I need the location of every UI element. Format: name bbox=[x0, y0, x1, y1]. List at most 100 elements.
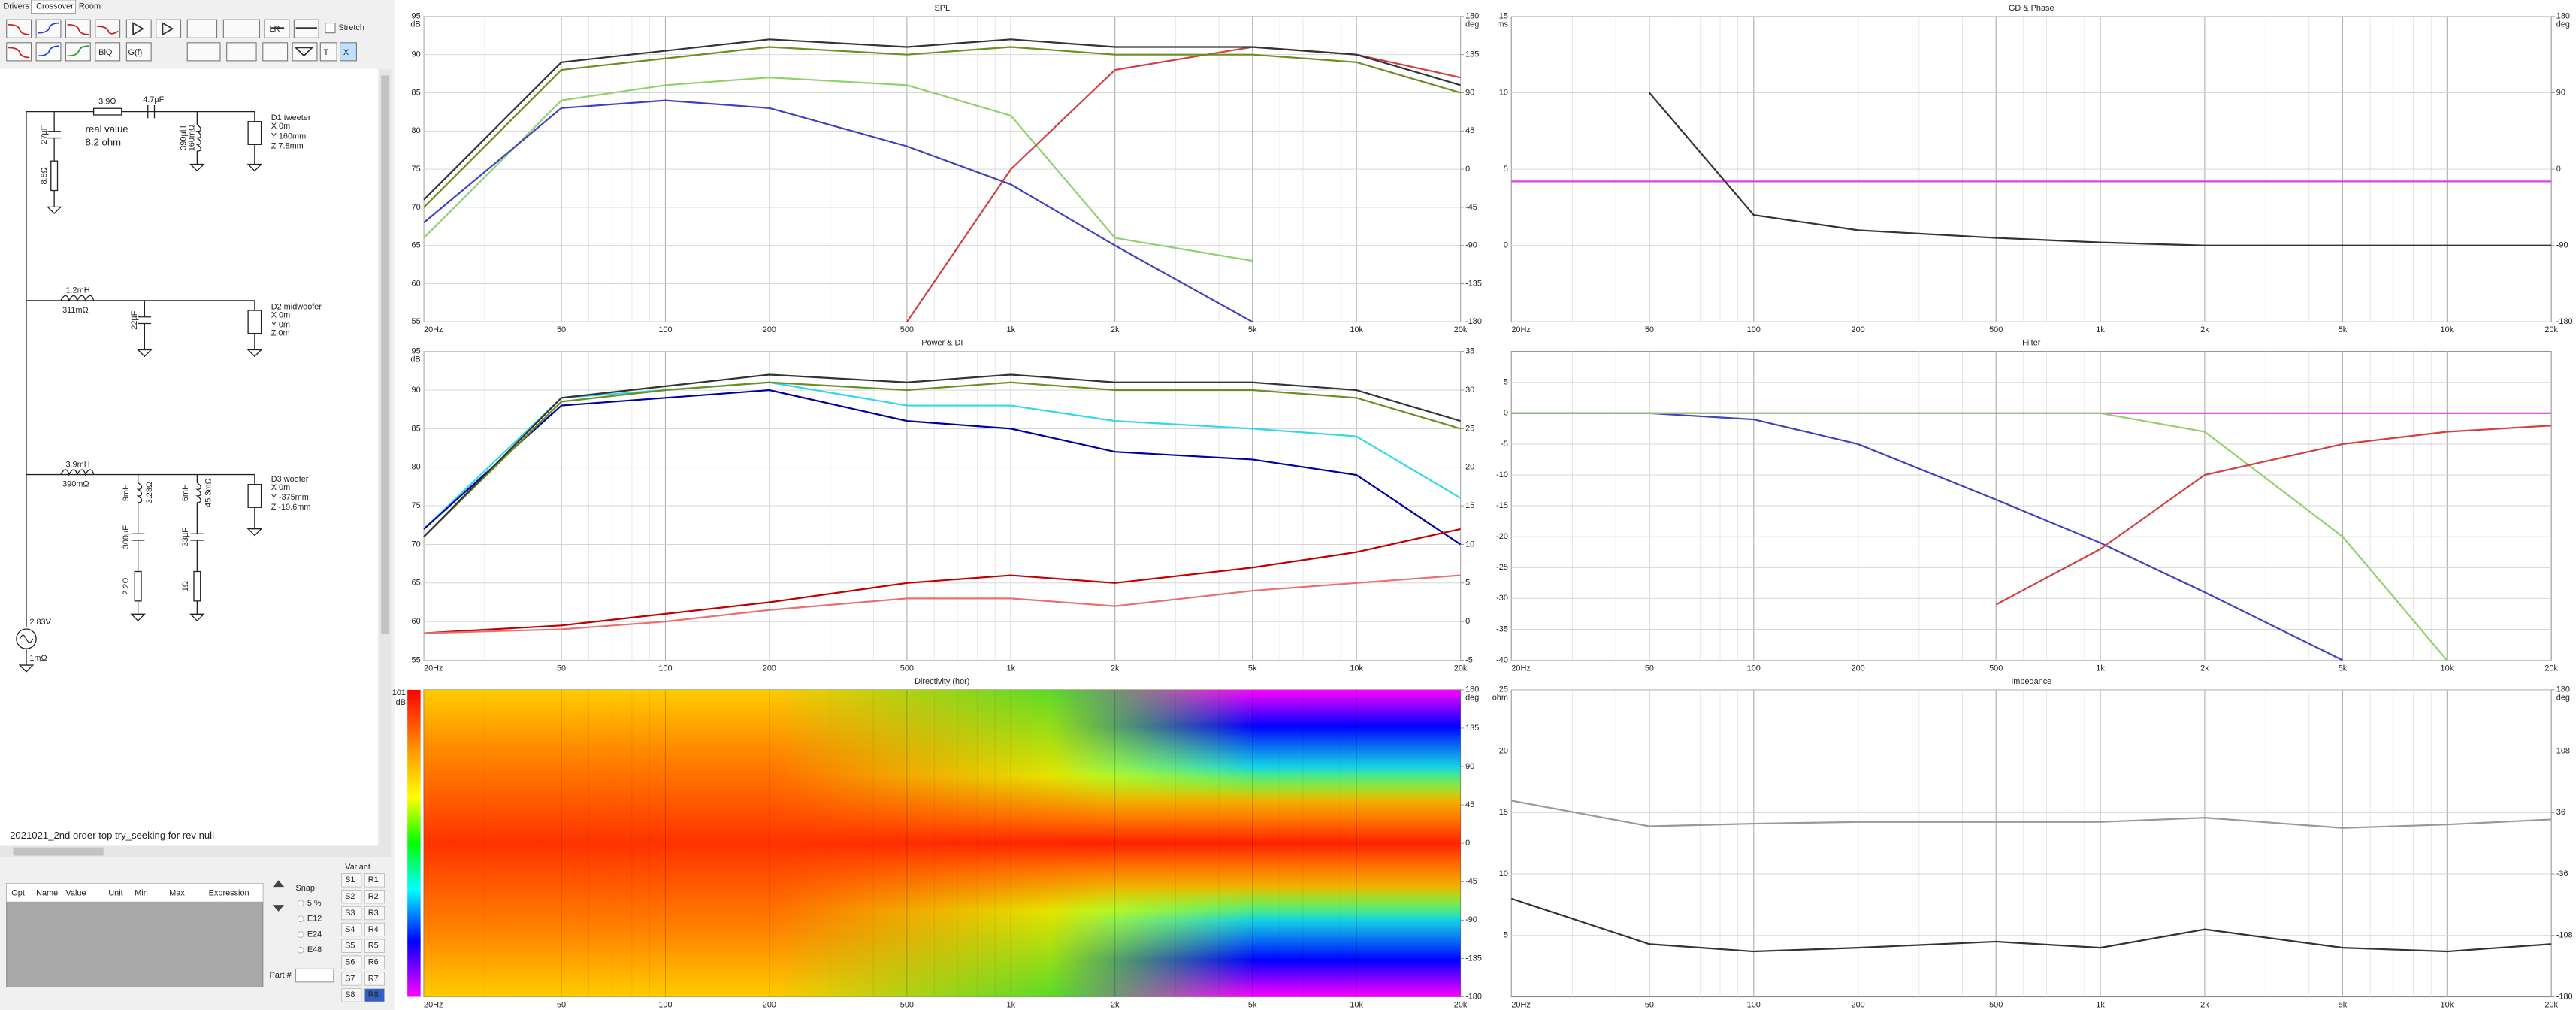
colorbar-max: 101 bbox=[392, 688, 406, 697]
x-tick-label: 20Hz bbox=[424, 664, 443, 673]
active-tab[interactable] bbox=[31, 0, 77, 14]
variant-button[interactable] bbox=[364, 972, 385, 986]
y-tick-label: 65 bbox=[412, 241, 421, 250]
variant-button[interactable] bbox=[341, 955, 362, 969]
scroll-thumb[interactable] bbox=[381, 75, 390, 634]
chart-title: GD & Phase bbox=[2009, 4, 2054, 13]
x-tick-label: 10k bbox=[1350, 325, 1363, 334]
x-tick-label: 2k bbox=[1111, 325, 1120, 334]
variant-r: R3 bbox=[368, 909, 379, 918]
toolbar-button-label: T bbox=[324, 48, 329, 57]
variant-r: R7 bbox=[368, 974, 379, 983]
y2-tick-label: 135 bbox=[1465, 50, 1479, 59]
snap-radio[interactable] bbox=[297, 946, 304, 954]
arrow-buttons[interactable] bbox=[272, 880, 285, 912]
snap-title: Snap bbox=[296, 884, 315, 893]
series-line bbox=[423, 373, 1461, 537]
x-tick-label: 500 bbox=[900, 664, 914, 673]
y-tick-label: 60 bbox=[412, 617, 421, 626]
y-tick-label: 95 bbox=[412, 347, 421, 356]
y2-tick-label: -108 bbox=[2556, 931, 2573, 940]
x-tick-label: 200 bbox=[1852, 325, 1865, 334]
y2-tick-label: -135 bbox=[1465, 279, 1482, 288]
table-header-bg bbox=[6, 883, 263, 902]
y-tick-label: 75 bbox=[412, 165, 421, 174]
schematic-label: X 0m bbox=[271, 310, 290, 319]
toolbar-icons[interactable] bbox=[6, 19, 357, 62]
x-tick-label: 100 bbox=[1747, 325, 1761, 334]
snap-option: 5 % bbox=[307, 899, 322, 908]
y2-tick-label: 0 bbox=[1465, 839, 1470, 848]
y2-unit: deg bbox=[1465, 20, 1479, 29]
snap-radio[interactable] bbox=[297, 915, 304, 923]
y-tick-label: 25 bbox=[1499, 685, 1508, 694]
h-scroll-thumb[interactable] bbox=[13, 847, 104, 856]
tab: Drivers bbox=[3, 2, 29, 11]
y2-tick-label: 108 bbox=[2556, 746, 2570, 755]
y2-tick-label: 180 bbox=[1465, 12, 1479, 21]
schematic-label: 3.9Ω bbox=[98, 97, 116, 106]
variant-button[interactable] bbox=[341, 873, 362, 888]
variant-button[interactable] bbox=[341, 890, 362, 904]
variant-button[interactable] bbox=[364, 922, 385, 937]
variant-button[interactable] bbox=[341, 906, 362, 921]
schematic-label: real value bbox=[86, 123, 128, 135]
y2-tick-label: -180 bbox=[2556, 317, 2573, 326]
y2-tick-label: -90 bbox=[1465, 915, 1477, 924]
variant-button[interactable] bbox=[364, 939, 385, 953]
schematic-label: 45.3mΩ bbox=[204, 478, 213, 507]
x-tick-label: 200 bbox=[763, 1000, 776, 1009]
y2-tick-label: -45 bbox=[1465, 877, 1477, 886]
series-line bbox=[423, 77, 1253, 262]
y2-tick-label: -90 bbox=[2556, 241, 2568, 250]
snap-radio[interactable] bbox=[297, 900, 304, 907]
series-line bbox=[423, 528, 1461, 634]
series-line bbox=[1511, 412, 2343, 661]
table-header: Min bbox=[135, 889, 148, 898]
y-tick-label: 55 bbox=[412, 655, 421, 664]
x-tick-label: 1k bbox=[1007, 1000, 1016, 1009]
colorbar-unit: dB bbox=[396, 698, 406, 707]
part-input[interactable] bbox=[295, 968, 334, 983]
variant-button[interactable] bbox=[341, 922, 362, 937]
y-tick-label: 0 bbox=[1504, 409, 1508, 418]
schematic-label: 6mH bbox=[181, 484, 190, 501]
schematic-label: Y 0m bbox=[271, 321, 290, 330]
variant-button[interactable] bbox=[341, 988, 362, 1002]
y-tick-label: 90 bbox=[412, 386, 421, 395]
x-tick-label: 200 bbox=[1852, 1000, 1865, 1009]
schematic-label: 390mΩ bbox=[62, 480, 89, 489]
schematic-label: 1mΩ bbox=[29, 654, 47, 663]
variant-r: R1 bbox=[368, 875, 379, 885]
x-tick-label: 100 bbox=[658, 1000, 672, 1009]
x-tick-label: 20k bbox=[2544, 1000, 2558, 1009]
y-tick-label: -25 bbox=[1496, 563, 1508, 572]
y-tick-label: 5 bbox=[1504, 378, 1508, 387]
variant-button[interactable] bbox=[341, 972, 362, 986]
y2-tick-label: 180 bbox=[2556, 12, 2570, 21]
x-tick-label: 200 bbox=[1852, 664, 1865, 673]
y2-tick-label: 25 bbox=[1465, 424, 1474, 433]
x-tick-label: 1k bbox=[2096, 664, 2105, 673]
variant-button[interactable] bbox=[364, 955, 385, 969]
x-tick-label: 20k bbox=[2544, 325, 2558, 334]
variant-s: S7 bbox=[345, 974, 355, 983]
y-unit: ms bbox=[1497, 20, 1508, 29]
variant-button[interactable] bbox=[341, 939, 362, 953]
y2-unit: deg bbox=[1465, 694, 1479, 703]
x-tick-label: 20Hz bbox=[1511, 325, 1530, 334]
variant-r: R6 bbox=[368, 958, 379, 967]
y-tick-label: 0 bbox=[1504, 241, 1508, 250]
variant-button[interactable] bbox=[364, 988, 385, 1002]
snap-radio[interactable] bbox=[297, 931, 304, 938]
x-tick-label: 20k bbox=[1454, 1000, 1468, 1009]
variant-s: S5 bbox=[345, 942, 355, 951]
x-tick-label: 2k bbox=[2200, 664, 2209, 673]
toolbar-button-label: G(f) bbox=[128, 48, 143, 57]
x-tick-label: 50 bbox=[1645, 664, 1654, 673]
variant-button[interactable] bbox=[364, 890, 385, 904]
variant-button[interactable] bbox=[364, 873, 385, 888]
y2-tick-label: 5 bbox=[1465, 579, 1470, 588]
variant-button[interactable] bbox=[364, 906, 385, 921]
series-line bbox=[1510, 897, 2552, 953]
